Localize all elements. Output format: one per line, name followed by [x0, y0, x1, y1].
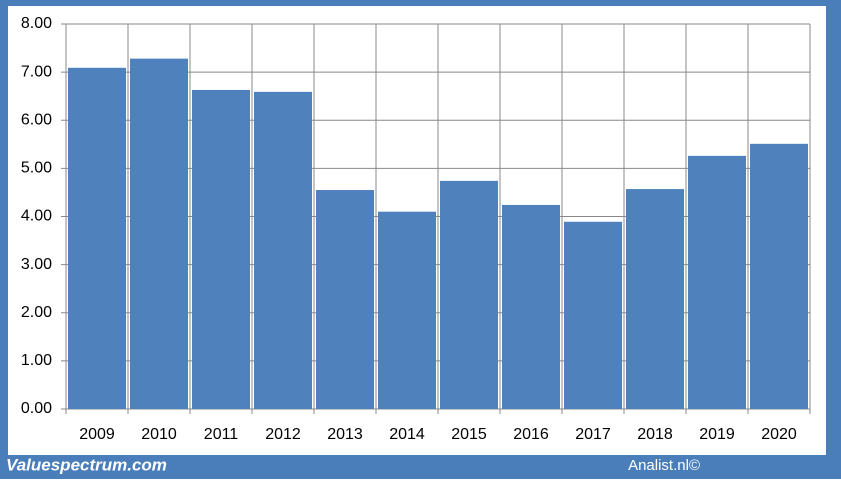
footer-left: Valuespectrum.com — [6, 455, 167, 474]
x-tick-label: 2015 — [451, 426, 487, 443]
y-tick-label: 6.00 — [21, 111, 52, 128]
y-tick-label: 0.00 — [21, 400, 52, 417]
x-tick-label: 2012 — [265, 426, 301, 443]
bar — [688, 155, 746, 409]
y-tick-label: 4.00 — [21, 208, 52, 225]
bar — [254, 91, 312, 409]
bar — [750, 143, 808, 410]
x-tick-label: 2011 — [204, 426, 239, 443]
bar — [68, 67, 126, 409]
bar — [502, 204, 560, 409]
x-tick-label: 2010 — [141, 426, 177, 443]
bar — [626, 189, 684, 409]
bar — [316, 190, 374, 409]
y-tick-label: 7.00 — [21, 63, 52, 80]
x-tick-label: 2013 — [327, 426, 363, 443]
x-tick-label: 2020 — [761, 426, 797, 443]
x-tick-label: 2014 — [389, 426, 425, 443]
x-tick-label: 2016 — [513, 426, 549, 443]
x-tick-label: 2017 — [575, 426, 611, 443]
bar — [564, 221, 622, 409]
x-tick-label: 2018 — [637, 426, 673, 443]
bar — [378, 211, 436, 409]
y-tick-label: 8.00 — [21, 15, 52, 32]
y-tick-label: 1.00 — [21, 352, 52, 369]
y-tick-label: 5.00 — [21, 160, 52, 177]
bar — [130, 58, 188, 410]
x-tick-label: 2019 — [699, 426, 735, 443]
y-tick-label: 3.00 — [21, 256, 52, 273]
bar — [440, 180, 498, 409]
x-tick-label: 2009 — [79, 426, 115, 443]
footer-right: Analist.nl© — [628, 457, 700, 474]
bar — [192, 89, 250, 410]
y-tick-label: 2.00 — [21, 304, 52, 321]
